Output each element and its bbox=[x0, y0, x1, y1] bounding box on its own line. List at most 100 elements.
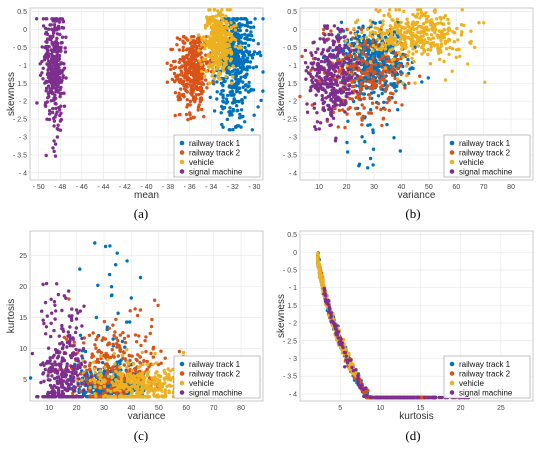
data-point bbox=[193, 116, 196, 119]
data-point bbox=[440, 32, 443, 35]
legend-marker bbox=[180, 141, 185, 146]
data-point bbox=[378, 81, 381, 84]
data-point bbox=[49, 335, 52, 338]
data-point bbox=[178, 350, 181, 353]
data-point bbox=[427, 76, 430, 79]
data-point bbox=[229, 8, 232, 11]
data-point bbox=[78, 349, 81, 352]
data-point bbox=[114, 382, 117, 385]
data-point bbox=[377, 102, 380, 105]
data-point bbox=[72, 395, 75, 398]
data-point bbox=[388, 71, 391, 74]
data-point bbox=[241, 115, 244, 118]
legend-marker bbox=[180, 371, 185, 376]
data-point bbox=[313, 107, 316, 110]
data-point bbox=[234, 77, 237, 80]
data-point bbox=[238, 116, 241, 119]
data-point bbox=[227, 70, 230, 73]
data-point bbox=[56, 135, 59, 138]
data-point bbox=[188, 79, 191, 82]
y-tick-label: 0 bbox=[23, 27, 27, 34]
data-point bbox=[58, 69, 61, 72]
data-point bbox=[333, 40, 336, 43]
data-point bbox=[234, 125, 237, 128]
data-point bbox=[398, 63, 401, 66]
data-point bbox=[214, 33, 217, 36]
data-point bbox=[45, 154, 48, 157]
data-point bbox=[61, 358, 64, 361]
data-point bbox=[75, 326, 78, 329]
y-tick-label: - 1 bbox=[289, 63, 297, 70]
data-point bbox=[326, 104, 329, 107]
data-point bbox=[80, 382, 83, 385]
data-point bbox=[353, 85, 356, 88]
data-point bbox=[173, 72, 176, 75]
data-point bbox=[99, 386, 102, 389]
data-point bbox=[147, 395, 150, 398]
data-point bbox=[440, 42, 443, 45]
data-point bbox=[317, 58, 320, 61]
data-point bbox=[120, 376, 123, 379]
data-point bbox=[53, 304, 56, 307]
data-point bbox=[91, 352, 94, 355]
y-tick-label: - 1 bbox=[289, 285, 297, 292]
data-point bbox=[355, 45, 358, 48]
data-point bbox=[354, 33, 357, 36]
data-point bbox=[235, 90, 238, 93]
data-point bbox=[121, 395, 124, 398]
data-point bbox=[156, 304, 159, 307]
data-point bbox=[146, 363, 149, 366]
data-point bbox=[45, 31, 48, 34]
data-point bbox=[451, 30, 454, 33]
data-point bbox=[50, 298, 53, 301]
legend-label: vehicle bbox=[189, 158, 214, 167]
y-tick-label: 0.5 bbox=[287, 232, 297, 239]
data-point bbox=[208, 82, 211, 85]
x-axis-label: kurtosis bbox=[399, 411, 433, 422]
data-point bbox=[360, 116, 363, 119]
data-point bbox=[446, 32, 449, 35]
data-point bbox=[127, 334, 130, 337]
data-point bbox=[221, 42, 224, 45]
data-point bbox=[436, 43, 439, 46]
data-point bbox=[341, 81, 344, 84]
data-point bbox=[221, 84, 224, 87]
data-point bbox=[365, 55, 368, 58]
data-point bbox=[347, 68, 350, 71]
data-point bbox=[396, 42, 399, 45]
data-point bbox=[132, 374, 135, 377]
data-point bbox=[225, 49, 228, 52]
data-point bbox=[215, 14, 218, 17]
data-point bbox=[382, 101, 385, 104]
data-point bbox=[66, 334, 69, 337]
data-point bbox=[92, 331, 95, 334]
data-point bbox=[186, 75, 189, 78]
data-point bbox=[416, 12, 419, 15]
data-point bbox=[52, 98, 55, 101]
data-point bbox=[236, 54, 239, 57]
data-point bbox=[306, 111, 309, 114]
data-point bbox=[394, 22, 397, 25]
data-point bbox=[101, 361, 104, 364]
data-point bbox=[59, 92, 62, 95]
data-point bbox=[213, 77, 216, 80]
data-point bbox=[411, 67, 414, 70]
data-point bbox=[246, 38, 249, 41]
data-point bbox=[360, 28, 363, 31]
data-point bbox=[410, 57, 413, 60]
data-point bbox=[330, 92, 333, 95]
data-point bbox=[247, 81, 250, 84]
data-point bbox=[72, 369, 75, 372]
data-point bbox=[356, 77, 359, 80]
data-point bbox=[45, 80, 48, 83]
data-point bbox=[391, 74, 394, 77]
data-point bbox=[54, 20, 57, 23]
data-point bbox=[231, 75, 234, 78]
data-point bbox=[356, 57, 359, 60]
data-point bbox=[316, 120, 319, 123]
data-point bbox=[57, 391, 60, 394]
data-point bbox=[118, 366, 121, 369]
data-point bbox=[144, 350, 147, 353]
data-point bbox=[404, 42, 407, 45]
data-point bbox=[425, 20, 428, 23]
